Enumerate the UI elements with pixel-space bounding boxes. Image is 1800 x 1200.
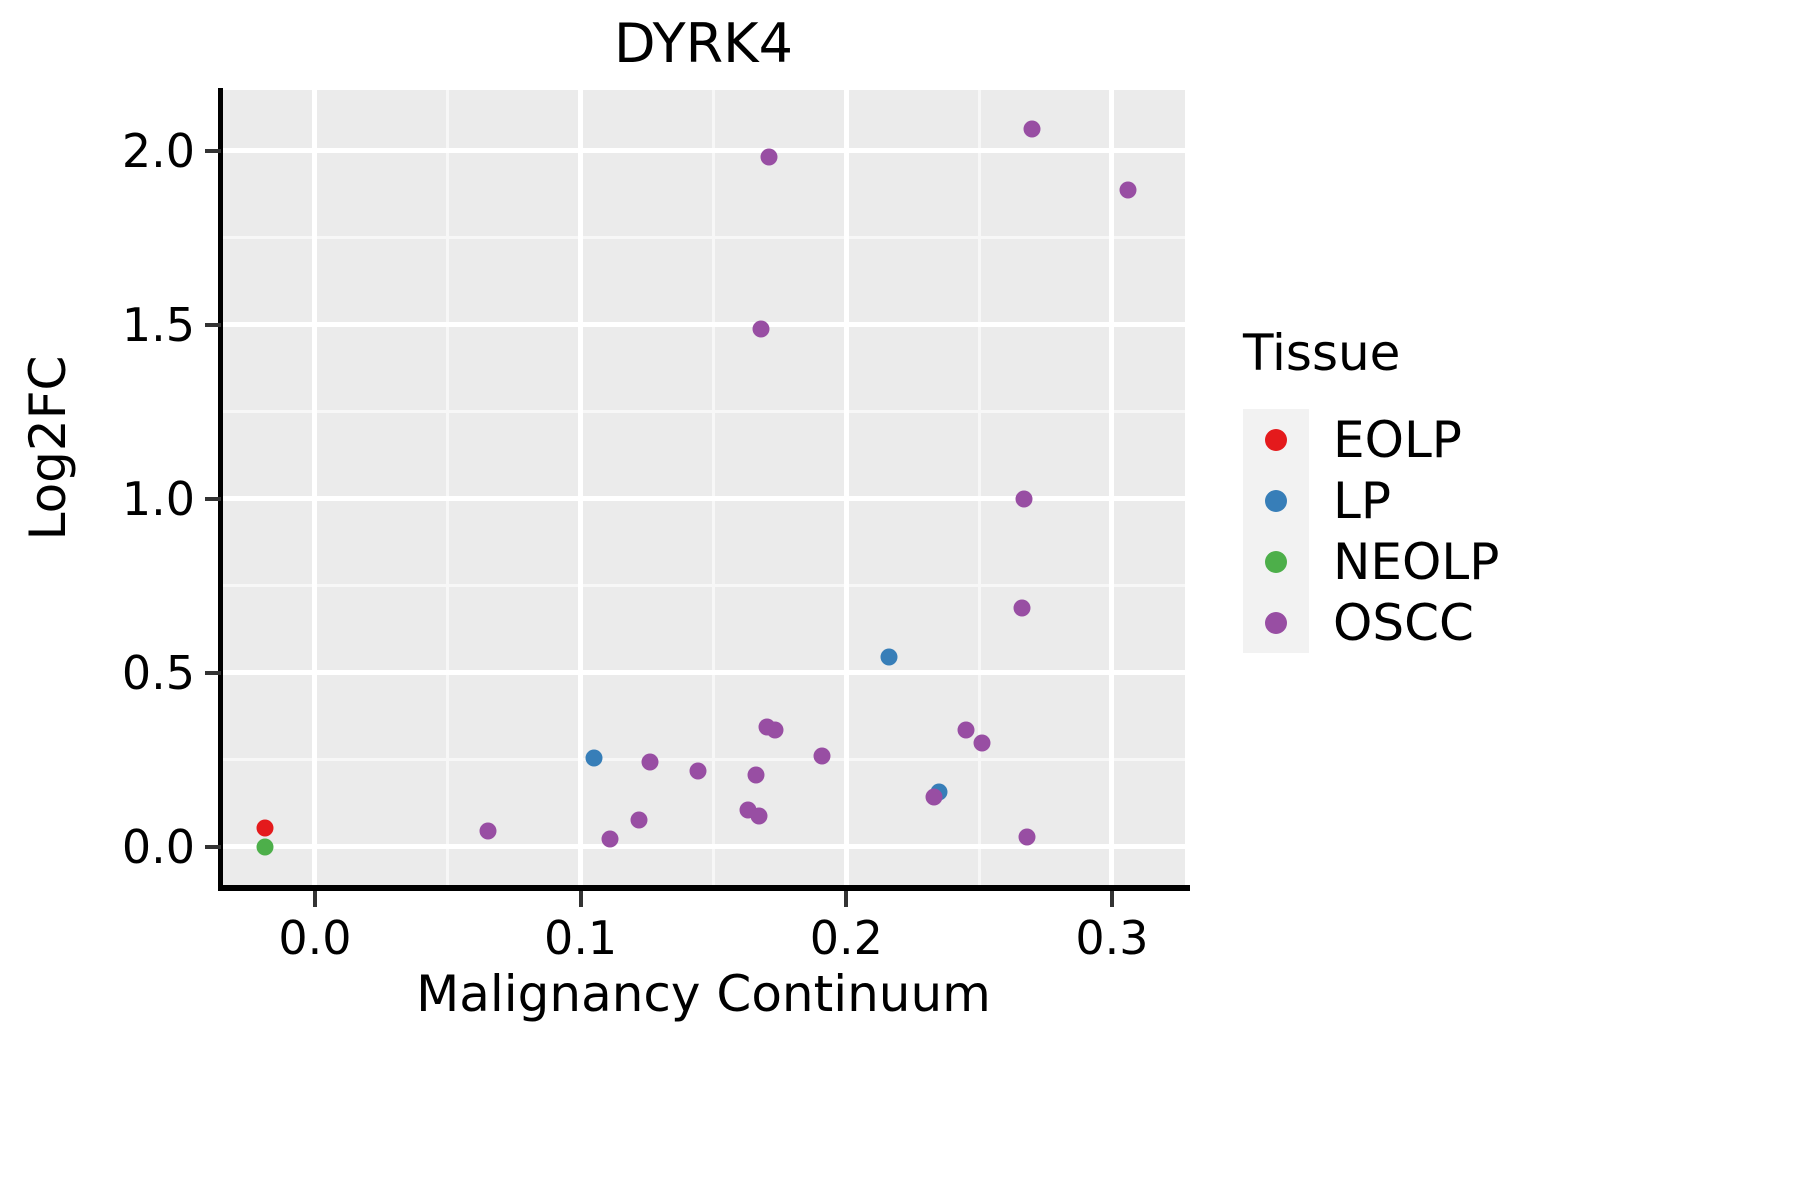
x-tick-mark xyxy=(1109,891,1114,907)
legend-item-lp[interactable]: LP xyxy=(1237,470,1777,531)
legend-item-label: OSCC xyxy=(1333,593,1474,652)
gridline-horizontal xyxy=(222,322,1185,328)
gridline-vertical xyxy=(312,90,318,887)
gridline-vertical xyxy=(711,90,715,887)
x-axis-label: Malignancy Continuum xyxy=(416,965,991,1023)
data-point xyxy=(750,807,768,825)
y-tick-label: 2.0 xyxy=(121,123,195,178)
x-tick-mark xyxy=(844,891,849,907)
gridline-vertical xyxy=(578,90,584,887)
y-axis-line xyxy=(218,88,223,889)
legend-item-label: LP xyxy=(1333,471,1392,530)
data-point xyxy=(1013,599,1031,617)
data-point xyxy=(1023,120,1041,138)
x-tick-label: 0.0 xyxy=(278,911,352,965)
legend-item-label: EOLP xyxy=(1333,410,1462,469)
data-point xyxy=(766,721,784,739)
plot-panel xyxy=(222,90,1185,887)
legend: Tissue EOLP LP NEOLP OSCC xyxy=(1237,325,1777,653)
y-tick-mark xyxy=(205,148,221,153)
gridline-vertical xyxy=(977,90,981,887)
x-tick-label: 0.2 xyxy=(809,911,883,965)
data-point xyxy=(747,766,765,784)
gridline-horizontal xyxy=(222,148,1185,154)
y-tick-label: 1.0 xyxy=(121,471,195,526)
gridline-vertical xyxy=(446,90,450,887)
y-tick-label: 1.5 xyxy=(121,297,195,352)
legend-item-oscc[interactable]: OSCC xyxy=(1237,592,1777,653)
legend-dot-icon xyxy=(1265,489,1287,512)
data-point xyxy=(925,788,943,805)
x-tick-mark xyxy=(578,891,583,907)
gridline-horizontal xyxy=(222,584,1185,588)
data-point xyxy=(601,830,619,848)
y-tick-mark xyxy=(205,670,221,675)
gridline-horizontal xyxy=(222,236,1185,240)
y-tick-mark xyxy=(205,496,221,501)
data-point xyxy=(813,747,831,765)
legend-entries: EOLP LP NEOLP OSCC xyxy=(1237,409,1777,653)
data-point xyxy=(256,819,273,837)
legend-dot-icon xyxy=(1265,611,1287,634)
gridline-horizontal xyxy=(222,410,1185,414)
x-tick-label: 0.3 xyxy=(1075,911,1149,965)
legend-title: Tissue xyxy=(1243,324,1401,382)
gridline-vertical xyxy=(1109,90,1115,887)
data-point xyxy=(630,811,648,829)
gridline-vertical xyxy=(843,90,849,887)
gridline-horizontal xyxy=(222,670,1185,676)
gridline-horizontal xyxy=(222,496,1185,502)
y-tick-mark xyxy=(205,322,221,327)
legend-key-swatch xyxy=(1243,531,1309,592)
x-tick-label: 0.1 xyxy=(544,911,618,965)
data-point xyxy=(973,734,991,752)
legend-item-label: NEOLP xyxy=(1333,532,1500,591)
data-point xyxy=(585,749,603,767)
data-point xyxy=(1015,490,1033,508)
data-point xyxy=(752,320,770,338)
gridline-horizontal xyxy=(222,758,1185,762)
data-point xyxy=(479,822,497,840)
legend-dot-icon xyxy=(1265,428,1287,451)
data-point xyxy=(760,148,778,166)
legend-dot-icon xyxy=(1265,550,1287,573)
data-point xyxy=(880,648,898,666)
legend-item-eolp[interactable]: EOLP xyxy=(1237,409,1777,470)
x-axis-line xyxy=(218,885,1190,891)
legend-key-swatch xyxy=(1243,409,1309,470)
legend-key-swatch xyxy=(1243,470,1309,531)
data-point xyxy=(1018,828,1036,846)
x-tick-mark xyxy=(312,891,317,907)
page-title: DYRK4 xyxy=(614,12,793,75)
legend-item-neolp[interactable]: NEOLP xyxy=(1237,531,1777,592)
data-point xyxy=(1119,181,1137,199)
gridline-horizontal xyxy=(222,844,1185,850)
y-tick-label: 0.5 xyxy=(121,645,195,700)
legend-key-swatch xyxy=(1243,592,1309,653)
y-tick-label: 0.0 xyxy=(121,819,195,874)
data-point xyxy=(957,721,975,739)
y-axis-label: Log2FC xyxy=(19,355,77,541)
data-point xyxy=(256,838,273,856)
data-point xyxy=(641,753,659,771)
data-point xyxy=(689,762,707,780)
y-tick-mark xyxy=(205,844,221,849)
